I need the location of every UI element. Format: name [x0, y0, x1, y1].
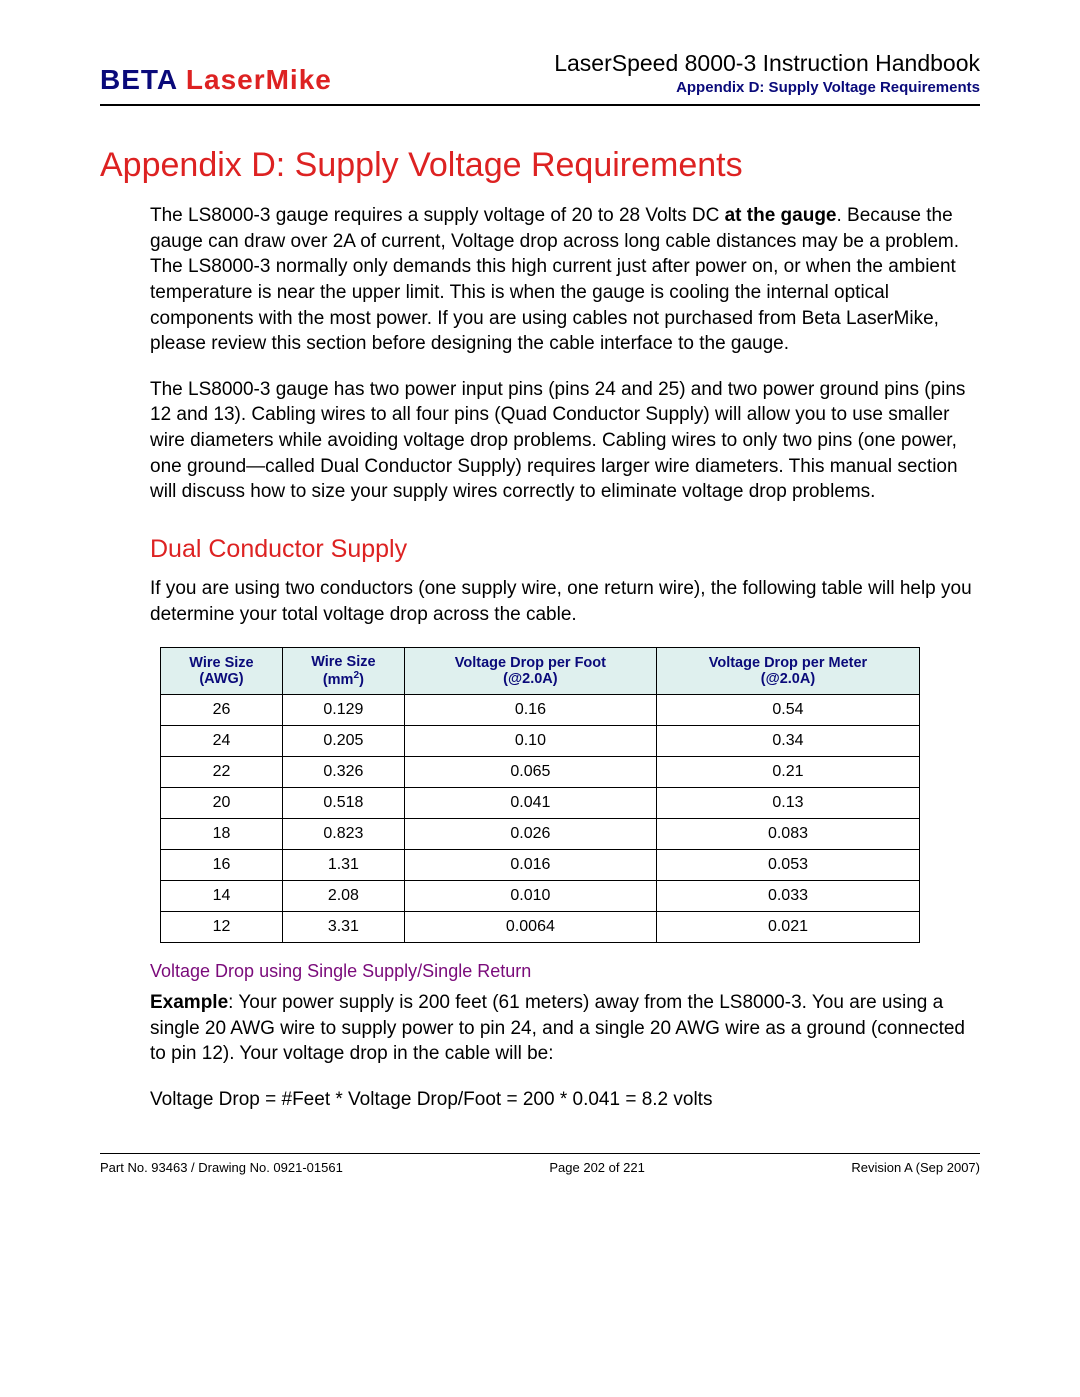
table-row: 180.8230.0260.083	[161, 819, 920, 850]
page: BETA LaserMike LaserSpeed 8000-3 Instruc…	[0, 0, 1080, 1205]
table-cell: 0.010	[404, 881, 656, 912]
table-cell: 0.026	[404, 819, 656, 850]
table-cell: 22	[161, 757, 283, 788]
table-row: 142.080.0100.033	[161, 881, 920, 912]
footer-right: Revision A (Sep 2007)	[851, 1160, 980, 1175]
logo-beta: BETA	[100, 64, 177, 95]
table-row: 200.5180.0410.13	[161, 788, 920, 819]
table-cell: 0.129	[282, 695, 404, 726]
table-cell: 0.033	[656, 881, 919, 912]
header-right: LaserSpeed 8000-3 Instruction Handbook A…	[554, 50, 980, 96]
para1-a: The LS8000-3 gauge requires a supply vol…	[150, 205, 725, 226]
table-cell: 0.54	[656, 695, 919, 726]
table-cell: 0.205	[282, 726, 404, 757]
table-cell: 0.10	[404, 726, 656, 757]
section-title: Dual Conductor Supply	[100, 535, 980, 564]
table-cell: 0.083	[656, 819, 919, 850]
table-cell: 2.08	[282, 881, 404, 912]
example-paragraph: Example: Your power supply is 200 feet (…	[100, 990, 980, 1067]
table-cell: 0.016	[404, 850, 656, 881]
table-cell: 0.0064	[404, 912, 656, 943]
table-cell: 16	[161, 850, 283, 881]
table-cell: 12	[161, 912, 283, 943]
table-cell: 18	[161, 819, 283, 850]
table-row: 220.3260.0650.21	[161, 757, 920, 788]
table-cell: 0.021	[656, 912, 919, 943]
voltage-drop-table: Wire Size (AWG) Wire Size (mm2) Voltage …	[160, 647, 920, 943]
footer-center: Page 202 of 221	[549, 1160, 644, 1175]
table-cell: 0.053	[656, 850, 919, 881]
paragraph-1: The LS8000-3 gauge requires a supply vol…	[100, 203, 980, 357]
table-cell: 0.065	[404, 757, 656, 788]
table-cell: 0.518	[282, 788, 404, 819]
col-header-awg: Wire Size (AWG)	[161, 648, 283, 695]
table-cell: 1.31	[282, 850, 404, 881]
formula: Voltage Drop = #Feet * Voltage Drop/Foot…	[100, 1087, 980, 1113]
page-footer: Part No. 93463 / Drawing No. 0921-01561 …	[100, 1160, 980, 1175]
table-cell: 0.823	[282, 819, 404, 850]
paragraph-3: If you are using two conductors (one sup…	[100, 576, 980, 627]
table-cell: 0.13	[656, 788, 919, 819]
table-row: 161.310.0160.053	[161, 850, 920, 881]
example-label: Example	[150, 992, 228, 1013]
table-row: 240.2050.100.34	[161, 726, 920, 757]
example-text: : Your power supply is 200 feet (61 mete…	[150, 992, 965, 1064]
table-cell: 0.326	[282, 757, 404, 788]
table-row: 123.310.00640.021	[161, 912, 920, 943]
table-cell: 24	[161, 726, 283, 757]
document-title: LaserSpeed 8000-3 Instruction Handbook	[554, 50, 980, 77]
col-header-foot: Voltage Drop per Foot (@2.0A)	[404, 648, 656, 695]
col-header-meter: Voltage Drop per Meter (@2.0A)	[656, 648, 919, 695]
appendix-header-line: Appendix D: Supply Voltage Requirements	[554, 79, 980, 96]
table-cell: 3.31	[282, 912, 404, 943]
appendix-title: Appendix D: Supply Voltage Requirements	[100, 146, 980, 185]
table-cell: 0.34	[656, 726, 919, 757]
footer-rule	[100, 1153, 980, 1154]
logo: BETA LaserMike	[100, 64, 332, 96]
table-cell: 20	[161, 788, 283, 819]
table-cell: 0.041	[404, 788, 656, 819]
table-cell: 0.21	[656, 757, 919, 788]
table-header-row: Wire Size (AWG) Wire Size (mm2) Voltage …	[161, 648, 920, 695]
table-row: 260.1290.160.54	[161, 695, 920, 726]
page-header: BETA LaserMike LaserSpeed 8000-3 Instruc…	[100, 50, 980, 100]
col-header-mm2: Wire Size (mm2)	[282, 648, 404, 695]
footer-left: Part No. 93463 / Drawing No. 0921-01561	[100, 1160, 343, 1175]
table-cell: 0.16	[404, 695, 656, 726]
paragraph-2: The LS8000-3 gauge has two power input p…	[100, 377, 980, 505]
para1-bold: at the gauge	[725, 205, 837, 226]
table-cell: 14	[161, 881, 283, 912]
header-rule	[100, 104, 980, 106]
para1-b: . Because the gauge can draw over 2A of …	[150, 205, 959, 354]
logo-lasermike: LaserMike	[186, 64, 332, 95]
table-caption: Voltage Drop using Single Supply/Single …	[100, 961, 980, 982]
table-cell: 26	[161, 695, 283, 726]
